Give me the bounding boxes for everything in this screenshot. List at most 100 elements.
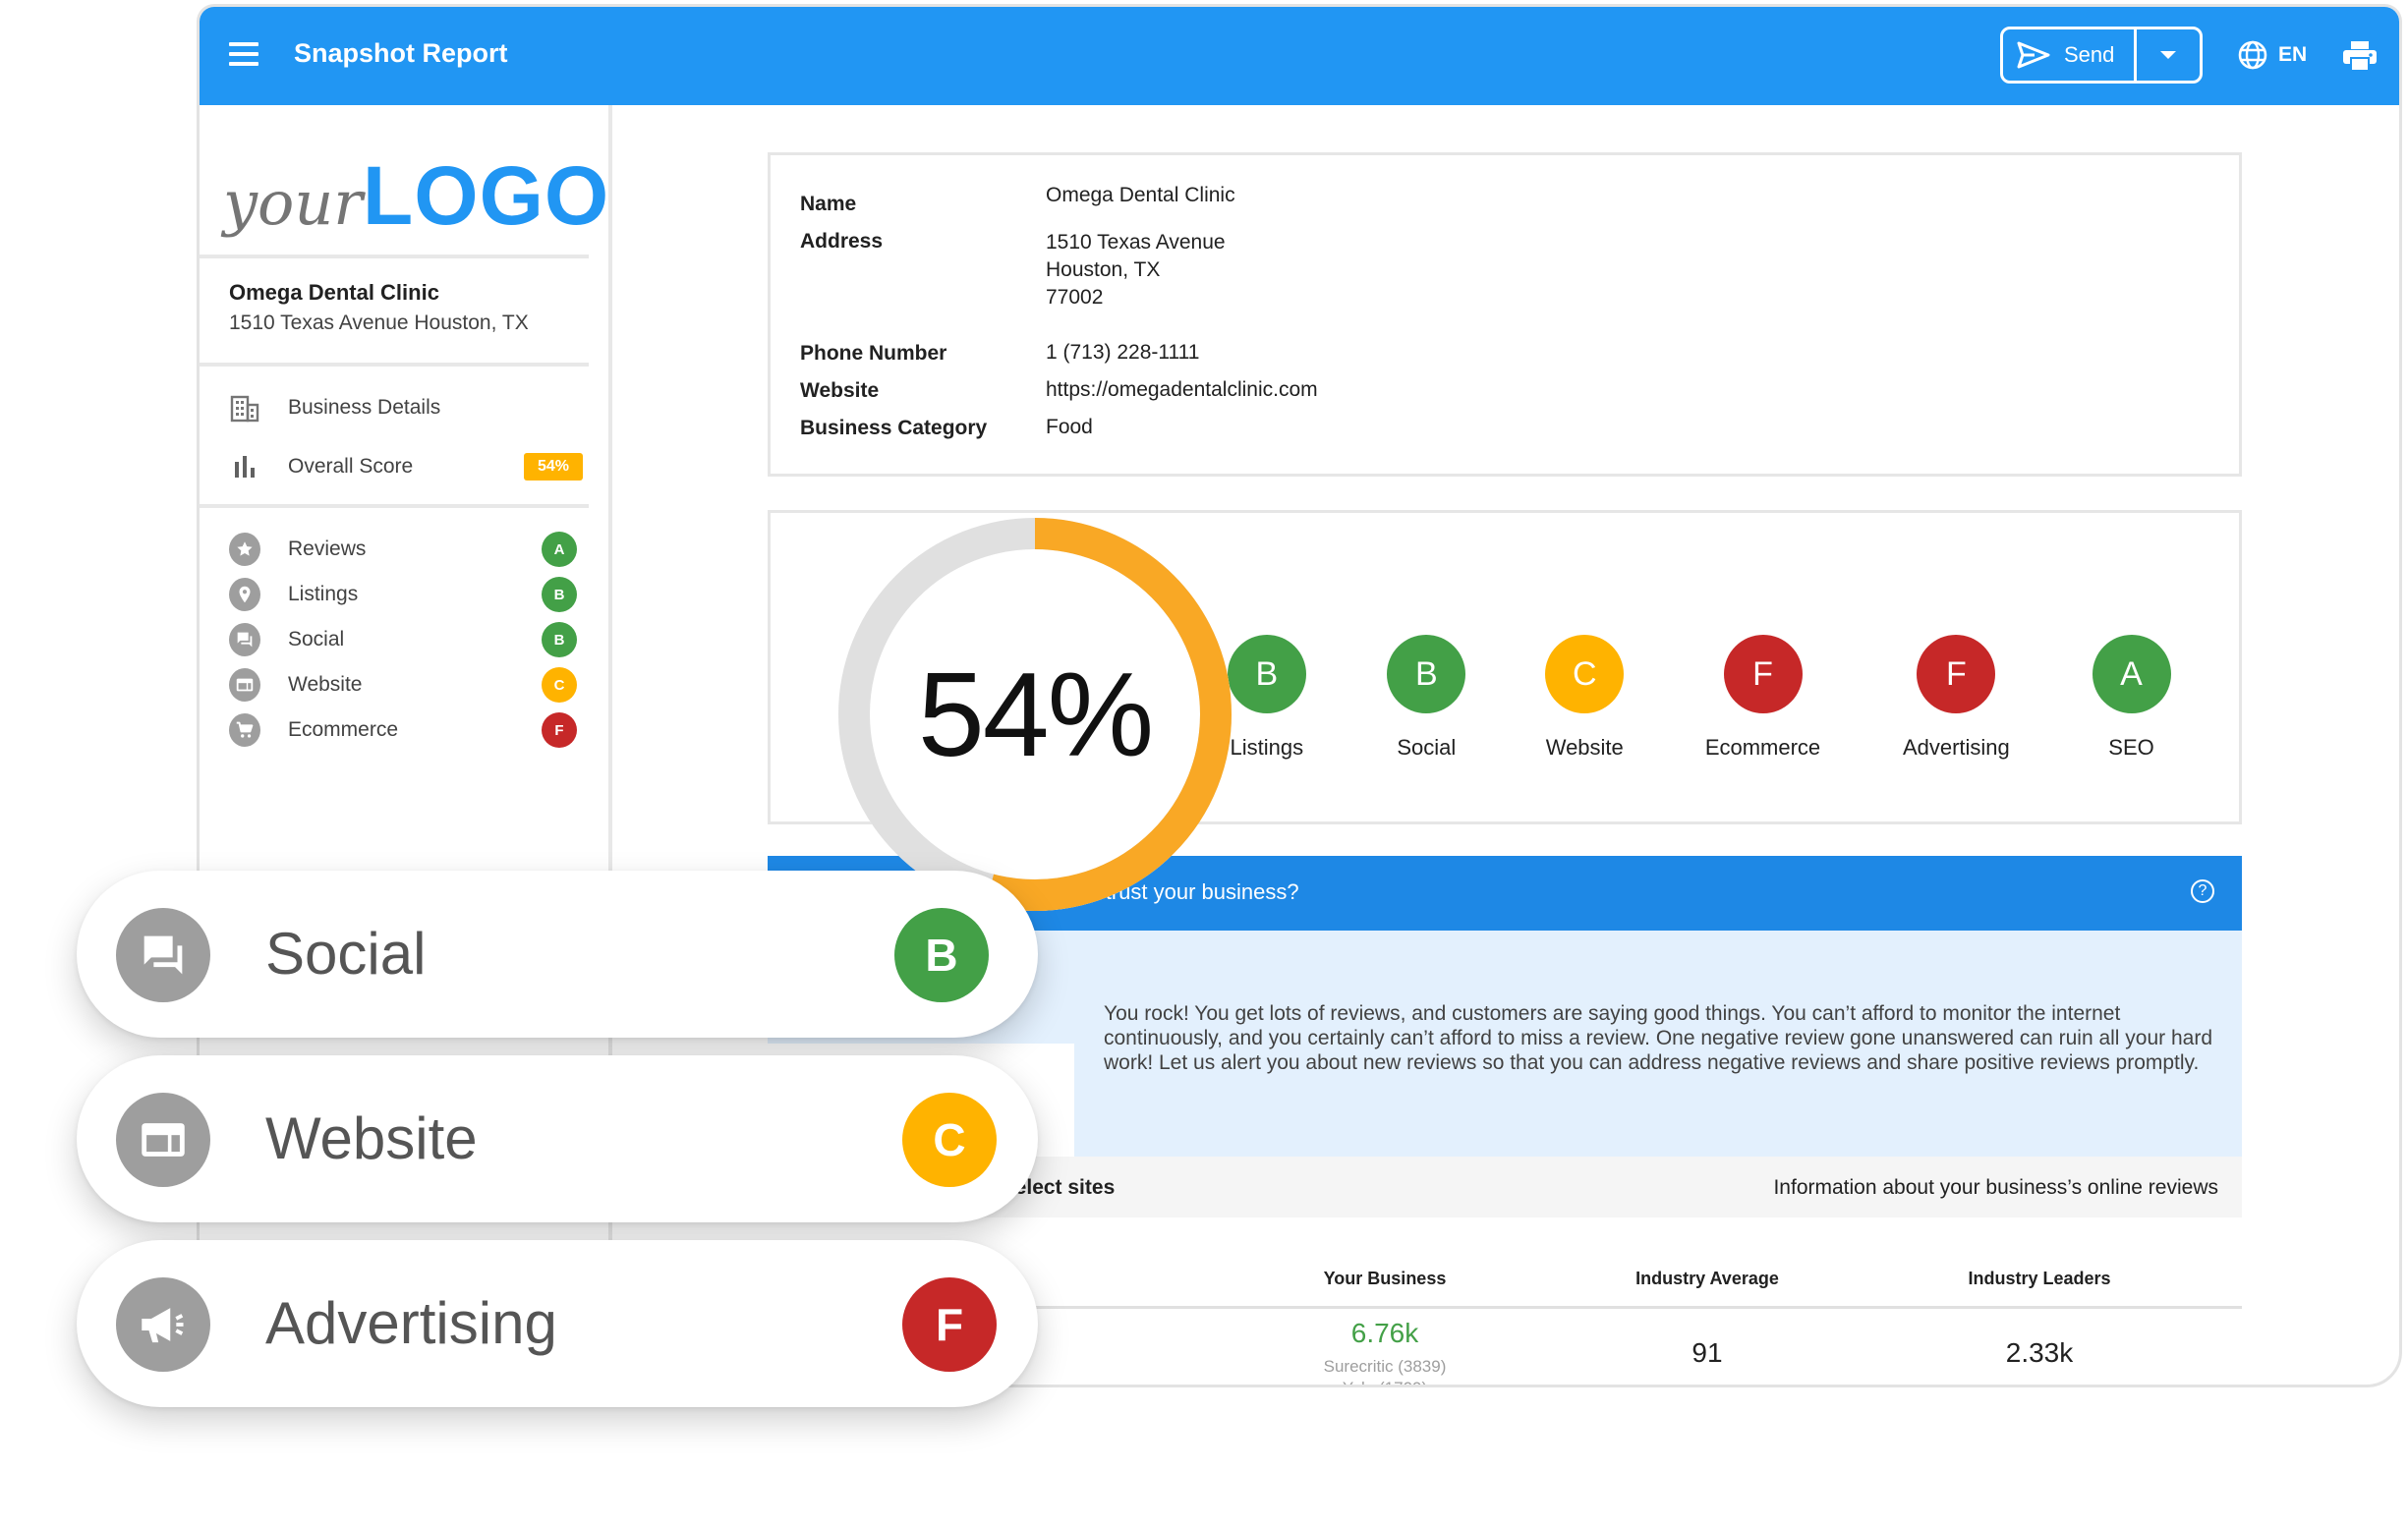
grade-label: Social (1397, 735, 1457, 760)
phone-value: 1 (713) 228-1111 (1046, 341, 1200, 364)
overall-score-badge: 54% (523, 453, 583, 481)
category-card-label: Advertising (265, 1290, 557, 1356)
website-link[interactable]: https://omegadentalclinic.com (1046, 378, 1318, 401)
name-value: Omega Dental Clinic (1046, 184, 1235, 206)
col-header-your-business: Your Business (1323, 1269, 1447, 1288)
grade-circle: F (1917, 635, 1996, 713)
chat-icon (229, 623, 260, 656)
grade-social[interactable]: B Social (1338, 635, 1515, 761)
grade-label: SEO (2108, 735, 2154, 760)
sidebar-item-grade-badge: A (542, 532, 577, 567)
sidebar-item-ecommerce[interactable]: Ecommerce F (229, 710, 593, 750)
sidebar-business-address: 1510 Texas Avenue Houston, TX (229, 311, 529, 334)
sidebar-divider (200, 363, 589, 367)
grade-circle: A (2092, 635, 2171, 713)
grade-seo[interactable]: A SEO (2043, 635, 2220, 761)
sidebar-item-label: Overall Score (288, 455, 414, 478)
category-card-website[interactable]: Website C (77, 1055, 1038, 1222)
address-label: Address (800, 230, 884, 253)
address-line-1: 1510 Texas Avenue (1046, 231, 1226, 254)
send-options-dropdown[interactable] (2137, 29, 2200, 81)
address-line-3: 77002 (1046, 286, 1104, 309)
help-icon[interactable]: ? (2191, 879, 2214, 903)
sidebar-item-grade-badge: C (542, 667, 577, 703)
website-label: Website (800, 379, 880, 402)
building-icon (229, 392, 260, 424)
send-button[interactable]: Send (2003, 29, 2137, 81)
review-source-surecritic: Surecritic (3839) (1323, 1357, 1447, 1376)
reviews-info-label: Information about your business’s online… (1773, 1176, 2218, 1199)
sidebar-item-label: Reviews (288, 537, 367, 560)
name-label: Name (800, 193, 857, 215)
your-business-reviews-value: 6.76k (1350, 1318, 1419, 1348)
top-app-bar: Snapshot Report Send EN (200, 7, 2399, 105)
sidebar-business-name: Omega Dental Clinic (229, 280, 439, 305)
bar-chart-icon (229, 451, 260, 482)
overall-score-value: 54% (917, 648, 1154, 781)
grade-ecommerce[interactable]: F Ecommerce (1675, 635, 1852, 761)
category-label: Business Category (800, 417, 988, 439)
company-logo: yourLOGO (223, 148, 609, 244)
chat-icon (116, 908, 210, 1002)
logo-your-text: your (223, 167, 363, 239)
browser-icon (116, 1093, 210, 1187)
send-icon (2017, 41, 2050, 69)
language-label: EN (2278, 43, 2308, 66)
sidebar-item-label: Ecommerce (288, 718, 399, 741)
globe-icon (2238, 40, 2267, 70)
logo-brand-text: LOGO (362, 149, 610, 242)
grade-circle: F (1723, 635, 1803, 713)
industry-leaders-value: 2.33k (2005, 1337, 2074, 1368)
grade-circle: B (1387, 635, 1466, 713)
phone-label: Phone Number (800, 342, 947, 365)
sidebar-item-icon-wrap (229, 578, 260, 611)
grade-label: Listings (1230, 735, 1304, 760)
col-header-industry-leaders: Industry Leaders (1968, 1269, 2111, 1288)
grade-circle: B (1227, 635, 1306, 713)
sidebar-item-website[interactable]: Website C (229, 665, 593, 705)
grade-label: Ecommerce (1704, 735, 1821, 760)
category-card-grade: C (902, 1093, 997, 1187)
business-info-card: Name Omega Dental Clinic Address 1510 Te… (768, 152, 2242, 477)
sidebar-item-label: Website (288, 673, 363, 696)
sidebar-item-label: Listings (288, 583, 359, 605)
select-sites-label[interactable]: select sites (1003, 1176, 1116, 1199)
menu-icon[interactable] (229, 42, 258, 66)
reviews-message: You rock! You get lots of reviews, and c… (1104, 1002, 2213, 1074)
category-value: Food (1046, 416, 1093, 438)
sidebar-item-icon-wrap (229, 713, 260, 747)
table-header-divider (768, 1306, 2242, 1309)
app-title: Snapshot Report (294, 38, 508, 68)
score-ring-progress (838, 518, 1232, 911)
category-card-grade: F (902, 1277, 997, 1372)
industry-average-value: 91 (1691, 1337, 1723, 1368)
category-card-grade: B (894, 908, 989, 1002)
sidebar-item-listings[interactable]: Listings B (229, 575, 593, 614)
category-card-advertising[interactable]: Advertising F (77, 1240, 1038, 1407)
browser-icon (229, 668, 260, 702)
send-button-group: Send (2000, 27, 2203, 84)
sidebar-divider (200, 254, 589, 258)
grade-advertising[interactable]: F Advertising (1867, 635, 2044, 761)
location-pin-icon (229, 578, 260, 611)
megaphone-icon (116, 1277, 210, 1372)
grade-label: Advertising (1902, 735, 2010, 760)
grade-website[interactable]: C Website (1496, 635, 1673, 761)
sidebar-item-icon-wrap (229, 668, 260, 702)
language-selector[interactable]: EN (2237, 39, 2307, 71)
address-line-2: Houston, TX (1046, 258, 1161, 281)
sidebar-item-icon-wrap (229, 623, 260, 656)
sidebar-item-business-details[interactable]: Business Details (229, 388, 593, 427)
col-header-industry-average: Industry Average (1635, 1269, 1779, 1288)
chevron-down-icon (2160, 51, 2176, 59)
sidebar-item-label: Business Details (288, 396, 441, 419)
print-icon[interactable] (2342, 40, 2378, 72)
sidebar-item-overall-score[interactable]: Overall Score 54% (229, 447, 593, 486)
overall-score-ring (838, 518, 1232, 911)
sidebar-item-grade-badge: B (542, 622, 577, 657)
category-card-social[interactable]: Social B (77, 871, 1038, 1038)
sidebar-item-social[interactable]: Social B (229, 620, 593, 659)
grade-listings[interactable]: B Listings (1178, 635, 1355, 761)
sidebar-item-reviews[interactable]: Reviews A (229, 530, 593, 569)
sidebar-item-grade-badge: F (542, 712, 577, 748)
